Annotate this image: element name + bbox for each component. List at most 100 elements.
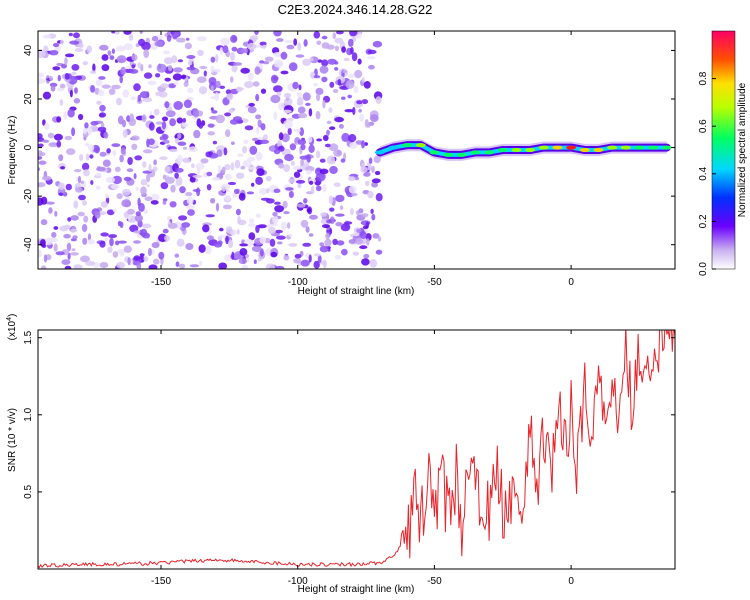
- ridge-point: [511, 148, 522, 152]
- noise-blob: [309, 57, 314, 62]
- noise-blob: [295, 179, 306, 184]
- noise-blob: [360, 166, 368, 173]
- noise-blob: [244, 81, 254, 89]
- noise-blob: [247, 42, 257, 51]
- noise-blob: [278, 132, 284, 141]
- noise-blob: [240, 67, 250, 74]
- noise-blob: [111, 48, 115, 54]
- noise-blob: [100, 232, 109, 237]
- spectrogram-x-ticks: -150 -100 -50 0: [151, 31, 574, 288]
- noise-blob: [222, 204, 232, 210]
- noise-blob: [293, 171, 301, 178]
- noise-blob: [82, 61, 89, 66]
- noise-blob: [246, 191, 255, 195]
- noise-blob: [134, 214, 143, 223]
- noise-blob: [347, 94, 353, 99]
- noise-blob: [259, 236, 266, 244]
- noise-blob: [123, 176, 132, 182]
- noise-blob: [161, 116, 169, 122]
- noise-blob: [63, 233, 71, 239]
- noise-blob: [140, 179, 148, 186]
- noise-blob: [139, 91, 150, 99]
- noise-blob: [199, 65, 208, 70]
- noise-blob: [373, 155, 381, 164]
- noise-blob: [288, 243, 298, 247]
- noise-blob: [235, 172, 245, 179]
- noise-blob: [192, 189, 201, 192]
- noise-blob: [333, 149, 343, 157]
- noise-blob: [299, 127, 305, 137]
- noise-blob: [163, 50, 170, 55]
- noise-blob: [375, 96, 382, 104]
- noise-blob: [315, 87, 324, 95]
- noise-blob: [89, 154, 94, 159]
- ridge-point: [497, 148, 508, 152]
- noise-blob: [123, 31, 132, 35]
- noise-blob: [241, 264, 249, 269]
- noise-blob: [98, 76, 106, 80]
- noise-blob: [293, 258, 302, 264]
- noise-blob: [73, 200, 79, 209]
- chart-title: C2E3.2024.346.14.28.G22: [277, 2, 433, 17]
- noise-blob: [234, 159, 241, 169]
- noise-blob: [78, 113, 84, 121]
- noise-blob: [41, 175, 52, 181]
- noise-blob: [58, 192, 64, 196]
- noise-blob: [248, 232, 256, 241]
- noise-blob: [334, 67, 339, 71]
- noise-blob: [164, 235, 170, 242]
- noise-blob: [214, 68, 221, 73]
- noise-blob: [52, 66, 61, 71]
- noise-blob: [364, 142, 368, 146]
- noise-blob: [38, 49, 46, 59]
- noise-blob: [104, 237, 109, 242]
- noise-blob: [300, 219, 309, 228]
- noise-blob: [133, 255, 141, 261]
- noise-blob: [220, 37, 230, 46]
- noise-blob: [292, 165, 303, 170]
- spectrogram-y-ticks: 40 20 0 -20 -40: [23, 44, 675, 252]
- noise-blob: [300, 158, 304, 166]
- noise-blob: [334, 37, 344, 44]
- noise-blob: [247, 223, 256, 228]
- noise-blob: [200, 158, 209, 164]
- noise-blob: [198, 86, 208, 95]
- noise-blob: [185, 37, 190, 41]
- noise-blob: [72, 235, 78, 240]
- noise-blob: [120, 147, 126, 155]
- noise-blob: [224, 164, 231, 171]
- noise-blob: [208, 77, 217, 85]
- noise-blob: [297, 139, 307, 145]
- noise-blob: [242, 159, 252, 168]
- noise-blob: [242, 146, 248, 154]
- y-tick-label: 0.5: [23, 485, 34, 499]
- noise-blob: [371, 165, 375, 174]
- noise-blob: [163, 57, 174, 65]
- noise-blob: [82, 200, 87, 206]
- noise-blob: [40, 196, 48, 205]
- y-tick-label: -20: [23, 188, 34, 203]
- noise-blob: [116, 55, 127, 64]
- noise-blob: [283, 97, 293, 107]
- noise-blob: [321, 76, 328, 83]
- noise-blob: [88, 144, 95, 152]
- x-tick-label: -50: [427, 277, 442, 288]
- noise-blob: [296, 203, 306, 208]
- noise-blob: [165, 176, 175, 184]
- noise-blob: [73, 32, 80, 39]
- noise-blob: [137, 62, 142, 68]
- noise-blob: [205, 151, 212, 158]
- noise-blob: [135, 211, 141, 217]
- noise-blob: [254, 31, 259, 36]
- noise-blob: [99, 151, 107, 157]
- noise-blob: [286, 44, 295, 50]
- noise-blob: [176, 37, 186, 43]
- noise-blob: [139, 31, 143, 34]
- noise-blob: [335, 194, 345, 203]
- noise-blob: [99, 104, 106, 112]
- noise-blob: [182, 157, 191, 163]
- noise-blob: [322, 224, 330, 229]
- noise-blob: [74, 87, 78, 94]
- noise-blob: [146, 184, 150, 188]
- noise-blob: [211, 110, 218, 114]
